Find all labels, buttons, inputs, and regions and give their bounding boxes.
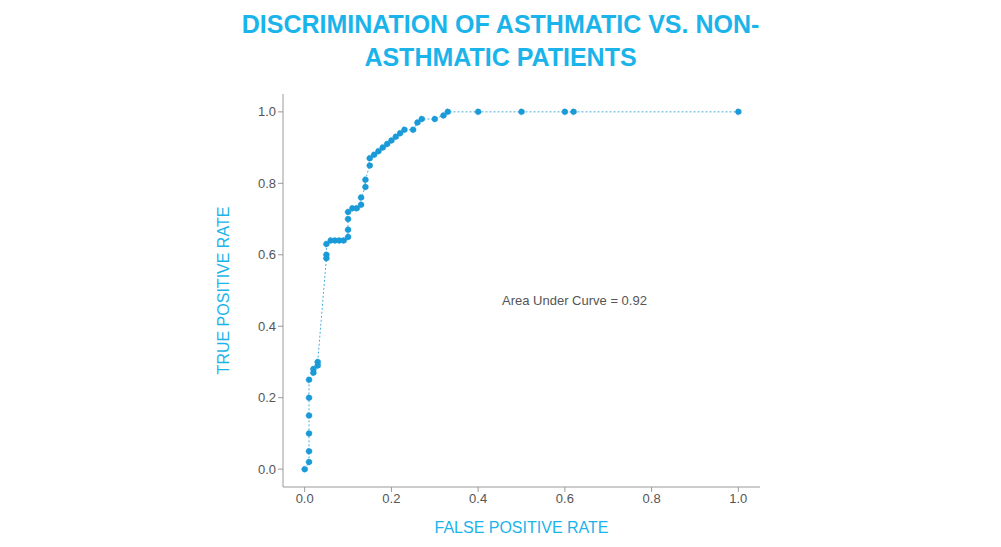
svg-text:0.4: 0.4 <box>258 319 276 334</box>
html-text:Area Under Curve = 0.92: Area Under Curve = 0.92 <box>502 293 647 308</box>
html-text:DISCRIMINATION OF ASTHMATIC VS: DISCRIMINATION OF ASTHMATIC VS. NON-ASTH… <box>241 10 760 71</box>
svg-text:0.0: 0.0 <box>258 462 276 477</box>
svg-text:0.4: 0.4 <box>469 491 487 506</box>
svg-text:0.0: 0.0 <box>296 491 314 506</box>
svg-text:0.2: 0.2 <box>258 390 276 405</box>
svg-text:0.8: 0.8 <box>643 491 661 506</box>
svg-text:1.0: 1.0 <box>729 491 747 506</box>
svg-text:0.8: 0.8 <box>258 176 276 191</box>
svg-text:0.6: 0.6 <box>556 491 574 506</box>
svg-text:FALSE POSITIVE RATE: FALSE POSITIVE RATE <box>435 519 609 536</box>
svg-text:TRUE POSITIVE RATE: TRUE POSITIVE RATE <box>215 207 232 375</box>
svg-text:0.2: 0.2 <box>382 491 400 506</box>
svg-text:0.6: 0.6 <box>258 247 276 262</box>
svg-text:1.0: 1.0 <box>258 104 276 119</box>
